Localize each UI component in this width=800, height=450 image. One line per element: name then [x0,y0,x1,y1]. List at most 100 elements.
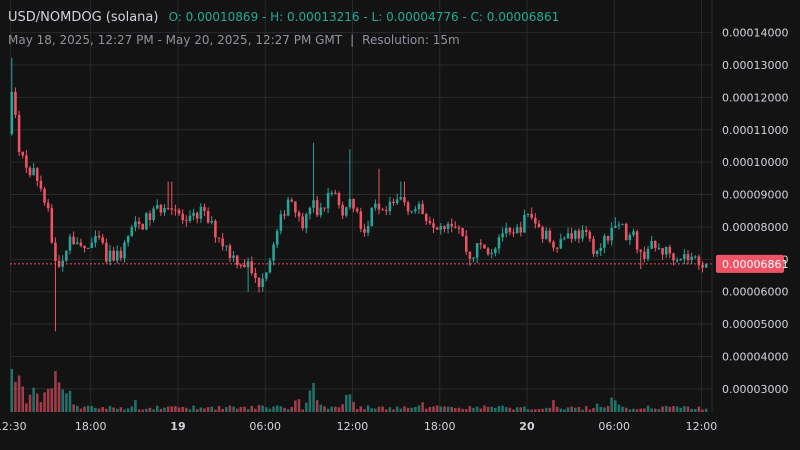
candle-body [268,260,272,273]
candle-body [374,203,377,208]
volume-bar [544,407,548,412]
volume-bar [195,409,199,412]
candle-body [363,228,366,233]
candle-body [108,250,112,262]
candle-body [497,237,501,249]
volume-bar [352,401,355,412]
volume-bar [163,407,166,412]
volume-bar [566,407,570,412]
volume-bar [672,406,675,412]
candle-body [395,199,399,204]
candle-body [544,230,548,239]
y-tick-label: 0.00008000 [722,221,788,234]
candle-body [686,254,690,261]
volume-bar [428,406,432,412]
candle-body [555,247,559,249]
candle-body [17,114,21,153]
volume-bar [370,408,373,412]
chart-header: USD/NOMDOG (solana) O: 0.00010869 - H: 0… [8,10,559,25]
volume-bar [377,406,381,412]
volume-bar [145,408,148,412]
volume-bar [366,405,370,412]
volume-bar [152,409,155,412]
candle-body [486,248,490,255]
candle-body [501,233,504,238]
x-tick-label: 19 [170,420,185,433]
volume-bar [574,407,577,412]
candle-body [650,241,653,249]
candle-body [584,230,588,232]
volume-bar [177,407,181,412]
y-tick-label: 0.00006000 [722,286,788,299]
volume-bar [530,409,533,412]
volume-bar [606,406,610,412]
candle-body [421,203,424,215]
candle-body [181,213,184,221]
resolution-label: Resolution: 15m [362,33,460,47]
volume-bar [275,405,279,412]
candle-body [457,227,461,229]
candle-body [225,245,228,247]
candle-body [399,197,403,200]
volume-bar [155,405,159,412]
candle-body [414,209,417,212]
candle-body [28,167,32,176]
volume-bar [374,408,377,412]
candle-body [483,244,486,249]
candle-body [632,231,635,235]
candle-body [43,188,46,203]
volume-bar [239,406,243,412]
candle-body [330,192,334,194]
y-tick-label: 0.00009000 [722,189,788,202]
candle-body [308,207,312,215]
y-tick-label: 0.00011000 [722,124,788,137]
volume-bar [315,400,319,412]
volume-bar [581,409,584,412]
candle-body [203,206,206,211]
candle-body [657,248,661,250]
volume-bar [461,408,464,412]
volume-bar [639,408,643,412]
volume-bar [199,407,203,412]
candle-body [475,243,479,258]
candle-body [694,256,697,258]
volume-bar [472,407,475,412]
candle-body [210,220,214,223]
volume-bar [599,406,603,412]
candle-body [283,214,286,216]
candle-body [504,227,508,234]
volume-bar [228,405,232,412]
volume-bar [57,382,61,412]
candle-body [454,226,457,228]
candle-body [370,207,373,226]
candle-body [232,255,235,258]
candle-body [119,250,123,259]
candle-body [243,264,246,268]
volume-bar [243,406,246,412]
candle-body [319,207,323,216]
candle-body [435,227,439,230]
volume-bar [424,408,428,412]
candle-body [65,250,68,261]
candle-body [105,242,108,262]
volume-bar [14,381,17,412]
candle-body [541,227,544,239]
volume-bar [319,404,323,412]
volume-bar [115,408,119,412]
volume-bar [134,400,137,412]
volume-bar [617,404,621,412]
candle-body [566,233,570,239]
volume-bar [294,400,297,412]
volume-bar [112,407,115,412]
candle-body [428,220,432,224]
x-tick-label: 12:00 [686,420,718,433]
volume-bar [363,409,366,412]
volume-bar [483,405,486,412]
volume-bar [39,402,43,412]
volume-bar [323,406,326,412]
candle-body [145,213,148,230]
candle-body [294,201,297,213]
x-tick-label: 20 [519,420,535,433]
volume-bar [559,408,563,412]
